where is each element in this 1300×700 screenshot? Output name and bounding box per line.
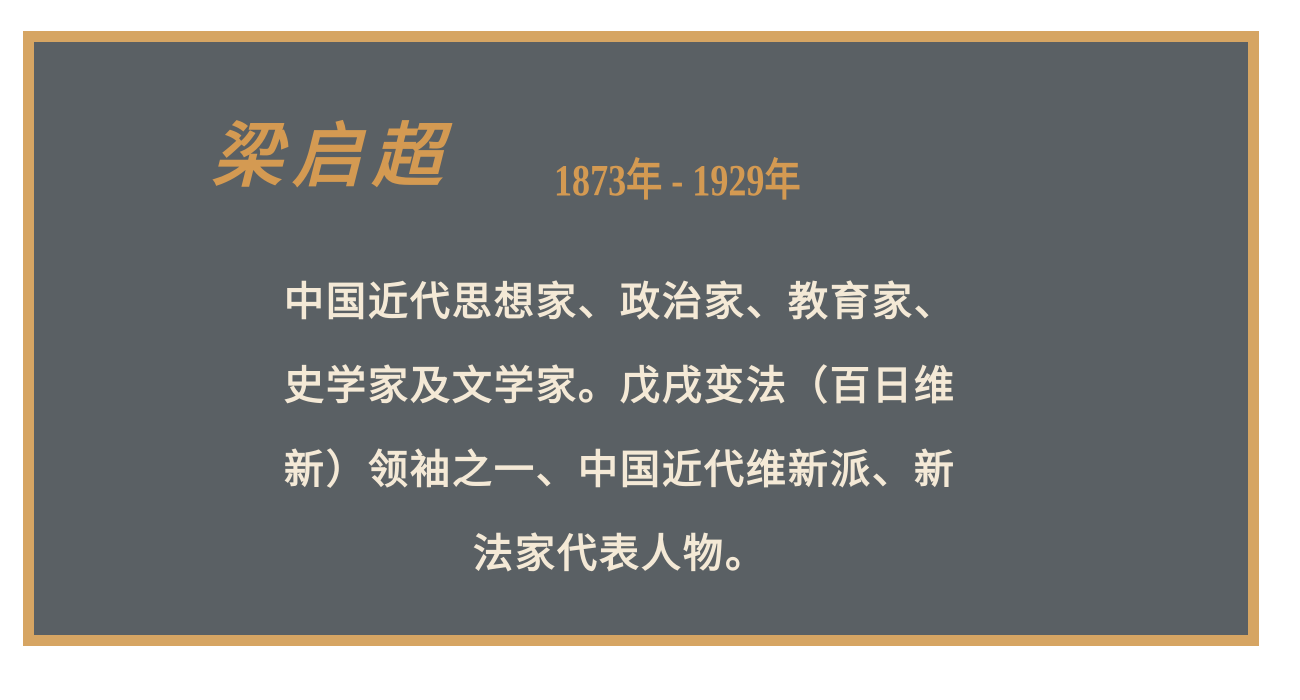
biography-line: 史学家及文学家。戊戌变法（百日维: [284, 362, 956, 409]
biography-line: 新）领袖之一、中国近代维新派、新: [284, 446, 956, 493]
person-name: 梁启超: [212, 114, 452, 197]
biography-line: 法家代表人物。: [473, 530, 767, 577]
biography-line: 中国近代思想家、政治家、教育家、: [284, 278, 956, 325]
biography-card: 梁启超 1873年 - 1929年 中国近代思想家、政治家、教育家、 史学家及文…: [23, 31, 1259, 646]
life-years: 1873年 - 1929年: [554, 156, 801, 205]
biography-text: 中国近代思想家、政治家、教育家、 史学家及文学家。戊戌变法（百日维 新）领袖之一…: [220, 260, 1020, 596]
